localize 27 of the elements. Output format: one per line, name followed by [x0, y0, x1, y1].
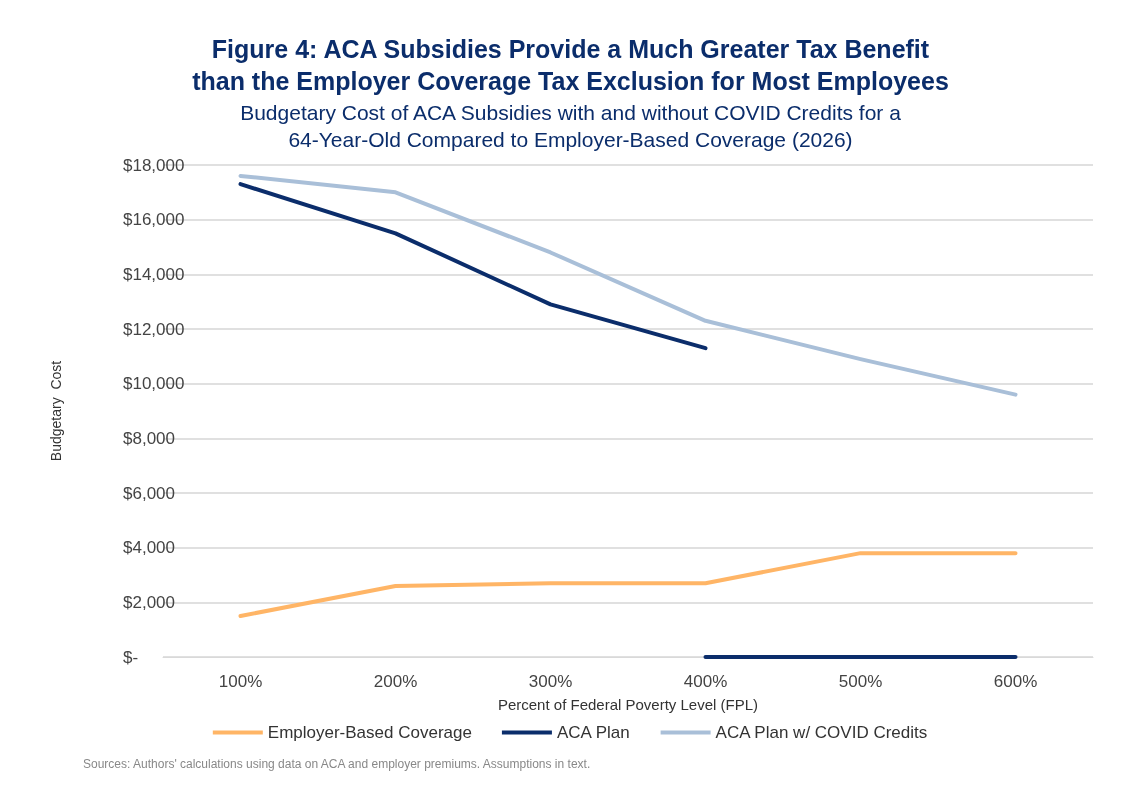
y-tick-label: $6,000 — [123, 483, 175, 503]
legend-label: ACA Plan w/ COVID Credits — [715, 723, 928, 742]
y-tick-label: $14,000 — [123, 264, 185, 284]
x-tick-label: 200% — [373, 672, 418, 691]
y-tick-label: $12,000 — [123, 319, 185, 339]
x-tick-label: 300% — [528, 672, 573, 691]
y-axis-title: Budgetary Cost — [48, 360, 64, 462]
y-tick-label: $2,000 — [123, 592, 175, 612]
line-series — [238, 182, 708, 351]
y-tick-label: $16,000 — [123, 210, 185, 230]
x-tick-label: 100% — [218, 672, 263, 691]
y-tick-label: $18,000 — [123, 155, 185, 175]
line-series — [238, 173, 1018, 397]
source-note: Sources: Authors' calculations using data on ACA and employer premiums. Assumptions in text. — [83, 757, 591, 771]
legend-label: Employer-Based Coverage — [267, 723, 472, 742]
x-tick-label: 400% — [683, 672, 728, 691]
y-tick-label: $4,000 — [123, 538, 175, 558]
y-tick-label: $10,000 — [123, 374, 185, 394]
chart-subtitle: Budgetary Cost of ACA Subsidies with and without COVID Credits for a 64-Year-Old Compared to Employer-Based Coverage (2026) — [240, 101, 902, 151]
y-tick-label: $- — [123, 647, 139, 667]
x-axis-title: Percent of Federal Poverty Level (FPL) — [497, 696, 759, 713]
legend-label: ACA Plan — [556, 723, 630, 742]
line-series — [238, 551, 1018, 618]
y-tick-label: $8,000 — [123, 428, 175, 448]
x-tick-label: 600% — [993, 672, 1038, 691]
x-tick-label: 500% — [838, 672, 883, 691]
chart-title: Figure 4: ACA Subsidies Provide a Much Greater Tax Benefit than the Employer Coverage Tax Exclusion for Most Employees — [192, 35, 949, 95]
